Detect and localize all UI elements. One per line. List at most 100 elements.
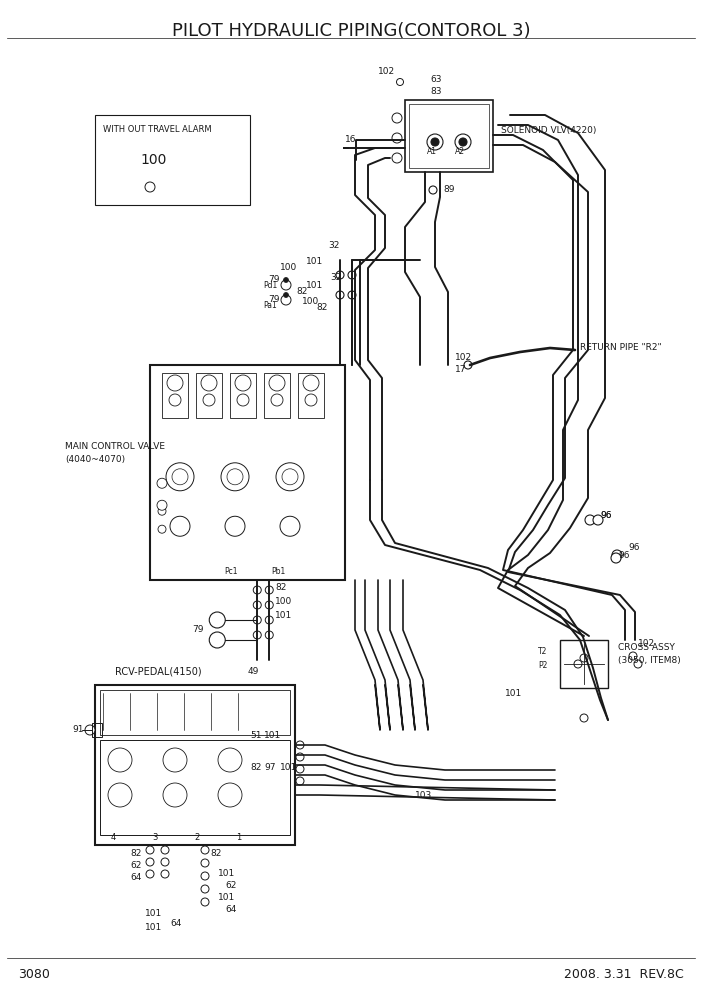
Text: 101: 101 bbox=[306, 281, 323, 290]
Text: Pb1: Pb1 bbox=[271, 567, 285, 576]
Circle shape bbox=[157, 478, 167, 488]
Bar bbox=[409, 104, 489, 168]
Circle shape bbox=[296, 765, 304, 773]
Circle shape bbox=[629, 652, 637, 660]
Text: 2: 2 bbox=[194, 832, 199, 841]
Circle shape bbox=[201, 859, 209, 867]
Text: Pa1: Pa1 bbox=[263, 301, 277, 310]
Text: 96: 96 bbox=[600, 511, 611, 520]
Bar bbox=[405, 100, 493, 172]
Text: 91: 91 bbox=[72, 725, 84, 734]
Bar bbox=[100, 690, 290, 735]
Circle shape bbox=[158, 507, 166, 515]
Text: 64: 64 bbox=[225, 905, 237, 914]
Text: 82: 82 bbox=[316, 304, 327, 312]
Text: 3080: 3080 bbox=[18, 968, 50, 981]
Text: CROSS ASSY: CROSS ASSY bbox=[618, 644, 675, 653]
Text: 103: 103 bbox=[415, 791, 432, 800]
Text: 89: 89 bbox=[443, 186, 454, 194]
Text: WITH OUT TRAVEL ALARM: WITH OUT TRAVEL ALARM bbox=[103, 125, 211, 134]
Circle shape bbox=[431, 138, 439, 146]
Text: 101: 101 bbox=[505, 688, 522, 697]
Circle shape bbox=[276, 463, 304, 491]
Text: 102: 102 bbox=[378, 67, 395, 76]
Circle shape bbox=[161, 870, 169, 878]
Text: 96: 96 bbox=[600, 511, 611, 520]
Text: 2008. 3.31  REV.8C: 2008. 3.31 REV.8C bbox=[564, 968, 684, 981]
Circle shape bbox=[265, 601, 273, 609]
Circle shape bbox=[170, 516, 190, 537]
Text: 96: 96 bbox=[628, 544, 640, 553]
Circle shape bbox=[265, 586, 273, 594]
Text: 83: 83 bbox=[430, 87, 442, 96]
Circle shape bbox=[221, 463, 249, 491]
Bar bbox=[95, 685, 295, 845]
Circle shape bbox=[580, 714, 588, 722]
Text: 1: 1 bbox=[237, 832, 241, 841]
Circle shape bbox=[253, 586, 261, 594]
Circle shape bbox=[284, 293, 289, 298]
Circle shape bbox=[85, 725, 95, 735]
Circle shape bbox=[455, 134, 471, 150]
Text: 82: 82 bbox=[275, 583, 286, 592]
Circle shape bbox=[348, 291, 356, 299]
Text: Pd1: Pd1 bbox=[263, 281, 277, 290]
Circle shape bbox=[265, 631, 273, 639]
Text: 51: 51 bbox=[250, 730, 262, 739]
Circle shape bbox=[146, 846, 154, 854]
Circle shape bbox=[161, 858, 169, 866]
Text: 102: 102 bbox=[455, 352, 472, 361]
Circle shape bbox=[281, 280, 291, 290]
Text: 102: 102 bbox=[638, 640, 655, 649]
Bar bbox=[264, 373, 290, 418]
Text: 64: 64 bbox=[170, 919, 181, 928]
Bar bbox=[196, 373, 222, 418]
Text: 97: 97 bbox=[264, 763, 275, 772]
Text: 17: 17 bbox=[455, 364, 467, 374]
Text: 100: 100 bbox=[275, 597, 293, 606]
Text: 101: 101 bbox=[218, 893, 235, 902]
Bar bbox=[560, 640, 608, 688]
Circle shape bbox=[429, 186, 437, 194]
Circle shape bbox=[146, 858, 154, 866]
Text: 4: 4 bbox=[110, 832, 116, 841]
Circle shape bbox=[201, 872, 209, 880]
Circle shape bbox=[459, 138, 467, 146]
Text: 100: 100 bbox=[140, 153, 166, 167]
Circle shape bbox=[237, 394, 249, 406]
Bar bbox=[150, 365, 345, 580]
Text: 101: 101 bbox=[306, 258, 323, 267]
Bar bbox=[100, 740, 290, 835]
Circle shape bbox=[203, 394, 215, 406]
Text: 96: 96 bbox=[618, 551, 630, 559]
Text: 101: 101 bbox=[275, 611, 293, 621]
Circle shape bbox=[209, 632, 225, 648]
Text: SOLENOID VLV(4220): SOLENOID VLV(4220) bbox=[501, 127, 597, 136]
Text: 101: 101 bbox=[280, 763, 297, 772]
Text: 101: 101 bbox=[145, 909, 162, 918]
Circle shape bbox=[172, 469, 188, 485]
Text: 62: 62 bbox=[130, 860, 141, 870]
Text: RETURN PIPE "R2": RETURN PIPE "R2" bbox=[580, 342, 661, 351]
Text: (4040~4070): (4040~4070) bbox=[65, 455, 125, 464]
Text: (3050, ITEM8): (3050, ITEM8) bbox=[618, 656, 681, 665]
Circle shape bbox=[574, 660, 582, 668]
Circle shape bbox=[611, 553, 621, 563]
Text: PILOT HYDRAULIC PIPING(CONTOROL 3): PILOT HYDRAULIC PIPING(CONTOROL 3) bbox=[172, 22, 530, 40]
Circle shape bbox=[612, 550, 622, 560]
Circle shape bbox=[348, 271, 356, 279]
Circle shape bbox=[271, 394, 283, 406]
Circle shape bbox=[585, 515, 595, 525]
Circle shape bbox=[253, 631, 261, 639]
Text: 101: 101 bbox=[264, 730, 282, 739]
Text: 82: 82 bbox=[130, 848, 141, 857]
Text: Pc1: Pc1 bbox=[224, 567, 237, 576]
Circle shape bbox=[392, 153, 402, 163]
Circle shape bbox=[303, 375, 319, 391]
Text: 100: 100 bbox=[280, 264, 297, 273]
Circle shape bbox=[253, 616, 261, 624]
Text: RCV-PEDAL(4150): RCV-PEDAL(4150) bbox=[115, 666, 201, 676]
Circle shape bbox=[218, 748, 242, 772]
Circle shape bbox=[634, 660, 642, 668]
Text: 32: 32 bbox=[328, 240, 339, 250]
